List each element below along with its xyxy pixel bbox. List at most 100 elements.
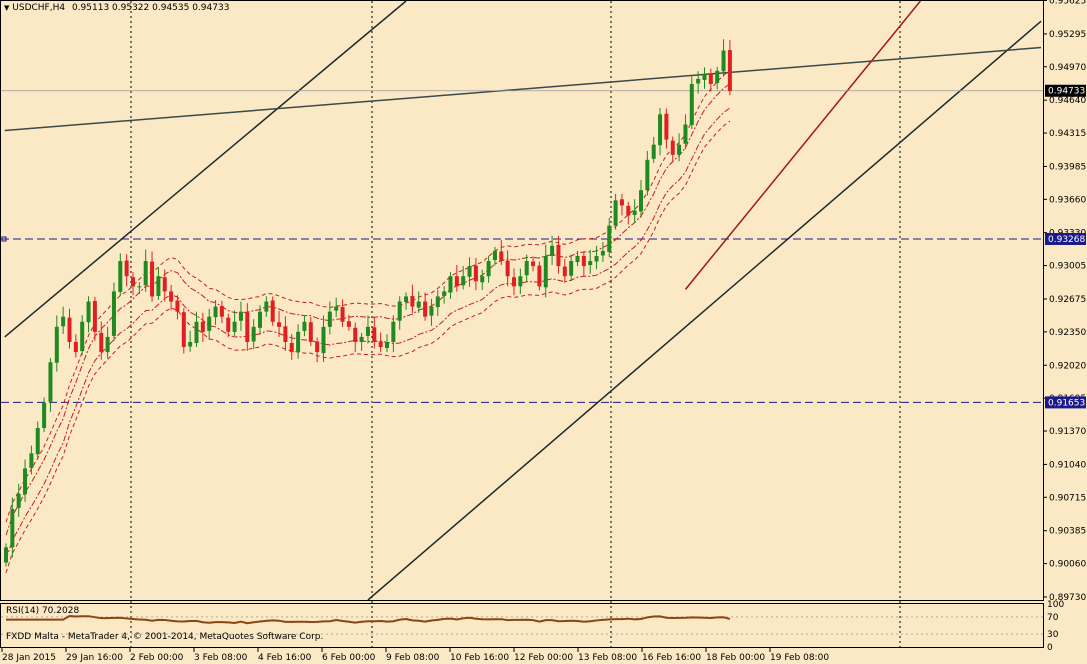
bear-candle bbox=[473, 265, 478, 282]
copyright-text: FXDD Malta - MetaTrader 4, © 2001-2014, … bbox=[6, 632, 324, 642]
bull-candle bbox=[188, 341, 193, 347]
bull-candle bbox=[86, 301, 91, 323]
bull-candle bbox=[80, 321, 85, 352]
bull-candle bbox=[658, 114, 663, 146]
bull-candle bbox=[543, 255, 548, 288]
bear-candle bbox=[353, 327, 358, 342]
x-tick-label: 29 Jan 16:00 bbox=[66, 653, 123, 663]
bull-candle bbox=[550, 245, 555, 256]
x-tick-label: 10 Feb 16:00 bbox=[450, 653, 509, 663]
bull-candle bbox=[61, 316, 66, 327]
bull-candle bbox=[613, 200, 618, 226]
y-tick-label: 0.92020 bbox=[1049, 361, 1086, 371]
bear-candle bbox=[423, 301, 428, 317]
bull-candle bbox=[156, 276, 161, 296]
bull-candle bbox=[327, 311, 332, 327]
rsi-line bbox=[6, 615, 731, 625]
bear-candle bbox=[131, 277, 135, 287]
bear-candle bbox=[99, 332, 104, 353]
bull-candle bbox=[194, 321, 199, 343]
bull-candle bbox=[54, 326, 59, 363]
bull-candle bbox=[645, 159, 650, 191]
bull-candle bbox=[264, 301, 269, 312]
x-tick-label: 6 Feb 00:00 bbox=[322, 653, 376, 663]
y-tick-label: 0.94315 bbox=[1049, 129, 1086, 139]
envelope-band-line bbox=[5, 120, 731, 573]
horizontal-levels[interactable] bbox=[1, 90, 1043, 403]
bear-candle bbox=[531, 261, 536, 267]
bull-candle bbox=[689, 83, 694, 125]
bear-candle bbox=[245, 312, 250, 342]
rsi-indicator: 100 70 30 0 bbox=[1, 600, 1064, 653]
upper-level-marker-box bbox=[1045, 232, 1086, 245]
bull-candle bbox=[677, 144, 682, 155]
support-trend-line bbox=[684, 0, 921, 290]
x-tick-label: 3 Feb 08:00 bbox=[194, 653, 248, 663]
y-tick-label: 0.95295 bbox=[1049, 30, 1086, 40]
bull-candle bbox=[251, 326, 256, 342]
time-axis: 28 Jan 2015 29 Jan 16:00 2 Feb 00:00 3 Feb … bbox=[1, 648, 829, 663]
bull-candle bbox=[10, 508, 15, 548]
bull-candle bbox=[715, 70, 720, 83]
bull-candle bbox=[575, 255, 580, 263]
bear-candle bbox=[226, 317, 231, 332]
y-tick-label: 0.90385 bbox=[1049, 527, 1086, 537]
current-price-marker-box bbox=[1045, 84, 1086, 97]
bear-candle bbox=[308, 322, 313, 342]
rsi-plot-frame bbox=[0, 603, 1044, 648]
ohlc-values: 0.95113 0.95322 0.94535 0.94733 bbox=[71, 3, 230, 13]
bull-candle bbox=[4, 547, 8, 563]
y-tick-label: 0.90060 bbox=[1049, 560, 1086, 570]
x-tick-label: 2 Feb 00:00 bbox=[130, 653, 184, 663]
bull-candle bbox=[334, 306, 339, 311]
lower-level-marker-box bbox=[1045, 396, 1086, 409]
y-tick-label: 0.93985 bbox=[1049, 162, 1086, 172]
bull-candle bbox=[16, 493, 21, 508]
bear-candle bbox=[200, 321, 205, 332]
bull-candle bbox=[302, 321, 307, 331]
y-tick-label: 0.92350 bbox=[1049, 328, 1086, 338]
symbol-label: USDCHF,H4 bbox=[12, 3, 66, 13]
x-tick-label: 4 Feb 16:00 bbox=[258, 653, 312, 663]
bear-candle bbox=[150, 261, 155, 297]
rsi-level-label: 0 bbox=[1047, 643, 1053, 653]
bear-candle bbox=[73, 341, 78, 353]
trend-lines[interactable] bbox=[4, 0, 1042, 601]
bull-candle bbox=[296, 331, 301, 353]
bear-candle bbox=[410, 295, 415, 307]
bear-candle bbox=[378, 341, 383, 348]
y-tick-label: 0.94640 bbox=[1049, 96, 1086, 106]
bull-candle bbox=[594, 255, 599, 262]
bull-candle bbox=[639, 190, 643, 212]
upper-level-marker-label: 0.93268 bbox=[1048, 235, 1085, 245]
collapse-triangle-icon[interactable]: ▼ bbox=[4, 4, 10, 12]
resistance-trend-line bbox=[4, 46, 1042, 132]
bear-candle bbox=[289, 342, 294, 353]
price-markers: 0.94733 0.93268 0.91653 bbox=[1045, 84, 1086, 409]
bear-candle bbox=[372, 327, 377, 342]
bull-candle bbox=[696, 78, 701, 84]
bull-candle bbox=[42, 402, 47, 428]
y-tick-label: 0.89730 bbox=[1049, 593, 1086, 603]
candlestick-series bbox=[4, 39, 732, 567]
bear-candle bbox=[708, 73, 713, 84]
bear-candle bbox=[727, 50, 732, 92]
x-tick-label: 18 Feb 00:00 bbox=[706, 653, 765, 663]
x-tick-label: 28 Jan 2015 bbox=[2, 653, 56, 663]
x-tick-label: 9 Feb 08:00 bbox=[386, 653, 440, 663]
bear-candle bbox=[162, 277, 167, 292]
bull-candle bbox=[607, 225, 612, 252]
bear-candle bbox=[499, 251, 504, 262]
bear-candle bbox=[512, 277, 516, 287]
bull-candle bbox=[600, 250, 605, 256]
bear-candle bbox=[581, 255, 586, 267]
bull-candle bbox=[232, 321, 237, 332]
bear-candle bbox=[670, 140, 675, 155]
y-tick-label: 0.95625 bbox=[1049, 0, 1086, 6]
bull-candle bbox=[365, 326, 370, 336]
y-tick-label: 0.90715 bbox=[1049, 493, 1086, 503]
bull-candle bbox=[404, 296, 409, 303]
bull-candle bbox=[143, 261, 148, 286]
